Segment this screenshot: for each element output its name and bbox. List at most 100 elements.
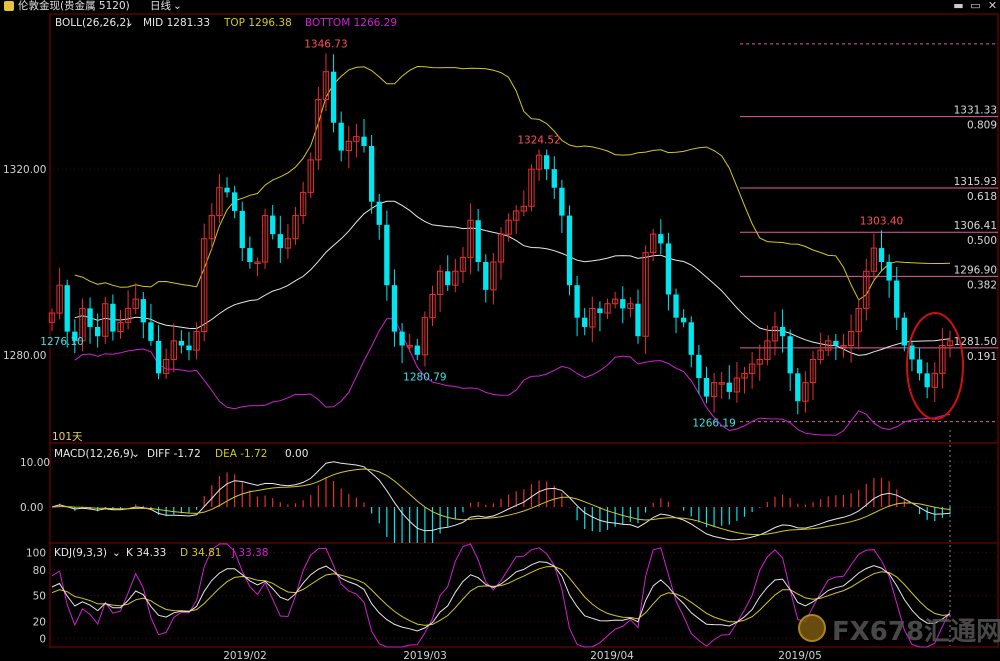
macd-dea: DEA -1.72 [215,448,267,460]
candle-body [574,285,580,318]
candle-body [696,354,702,379]
fib-ratio-label: 0.191 [967,351,997,363]
candle-body [901,317,908,346]
boll-chevron-icon[interactable]: ⌄ [125,17,134,29]
macd-label: MACD(12,26,9) [54,448,134,460]
candle-body [802,382,809,402]
axis-labels: 1320.00 1280.00 10.00 0.00 100 80 50 20 0 2019/02… [3,164,822,661]
candle-body [384,224,390,286]
candle-body [261,215,269,263]
candle-body [787,336,793,374]
candle-body [48,312,56,323]
candle-body [909,345,915,360]
x-tick-label: 2019/04 [590,650,634,661]
candle-body [771,326,779,342]
candle-body [399,331,405,346]
candle-body [620,299,626,309]
candle-body [756,358,763,365]
candle-body [764,340,771,360]
candle-body [459,256,467,272]
candle-body [391,285,398,332]
candle-body [931,372,938,388]
restore-button[interactable]: ▭ [970,0,981,12]
kdj-tick-label: 100 [26,548,46,560]
boll-top: TOP 1296.38 [223,17,292,29]
candle-body [833,340,839,346]
candle-body [673,294,679,318]
candle-body [559,187,565,216]
kdj-indicator [51,543,951,648]
candle-body [239,210,245,249]
candle-body [94,326,101,337]
price-annotation: 1280.79 [403,371,446,383]
x-tick-label: 2019/05 [778,650,822,661]
candle-body [916,359,923,374]
candle-body [315,99,322,161]
kdj-d: D 34.81 [180,547,221,559]
candle-body [208,215,215,240]
highlight-circle [906,312,964,420]
candle-body [946,340,954,347]
macd-value: 0.00 [285,448,308,460]
candle-body [247,248,253,262]
candle-body [338,122,344,151]
candle-body [307,159,314,193]
candle-body [680,317,687,323]
boll-bottom: BOTTOM 1266.29 [305,17,397,29]
candle-body [224,187,230,193]
candle-body [483,261,489,290]
macd-chevron-icon[interactable]: ⌄ [131,448,140,460]
candle-body [376,201,382,225]
candle-body [330,71,337,123]
fib-ratio-label: 0.382 [967,279,997,291]
boll-mid: MID 1281.33 [143,17,210,29]
candle-body [186,345,192,351]
macd-indicator [51,461,951,543]
macd-dea-line [51,468,951,536]
candle-body [467,219,474,258]
close-button[interactable]: ✕ [987,0,998,12]
boll-mid-line [74,200,951,356]
candle-body [589,307,596,328]
period-selector[interactable]: 日线 ⌄ [150,0,182,13]
candle-body [132,298,139,309]
kdj-tick-label: 50 [33,591,46,603]
candles [48,53,954,415]
candle-body [688,322,694,355]
candle-body [140,299,146,323]
days-label: 101天 [52,431,83,443]
price-annotation: 1324.52 [517,134,560,146]
kdj-tick-label: 20 [33,616,46,628]
candle-body [345,140,352,152]
y-tick-label: 1320.00 [3,164,46,176]
macd-tick-label: 10.00 [20,457,50,469]
candle-body [635,303,641,337]
candle-body [741,372,748,379]
candle-body [710,382,718,398]
boll-bottom-line [74,318,951,436]
kdj-tick-label: 0 [39,633,46,645]
kdj-j-line [51,543,951,648]
fib-price-label: 1281.50 [954,336,997,348]
candle-body [665,243,672,295]
boll-bands [74,65,951,436]
x-tick-label: 2019/02 [223,650,267,661]
candle-body [855,307,862,333]
candle-body [117,321,124,333]
candle-body [299,191,307,217]
price-annotation: 1303.40 [860,215,903,227]
kdj-label: KDJ(9,3,3) [54,547,107,559]
kdj-chevron-icon[interactable]: ⌄ [112,547,121,559]
candle-body [597,308,603,314]
candle-body [353,136,360,142]
candle-body [748,363,756,374]
candle-body [56,284,63,314]
price-annotation: 1346.73 [304,38,347,50]
candle-body [231,192,238,211]
minimize-button[interactable]: ▬ [953,0,964,12]
candle-body [322,71,330,101]
candle-body [414,345,420,355]
kdj-d-line [51,565,951,626]
candle-body [368,145,375,202]
